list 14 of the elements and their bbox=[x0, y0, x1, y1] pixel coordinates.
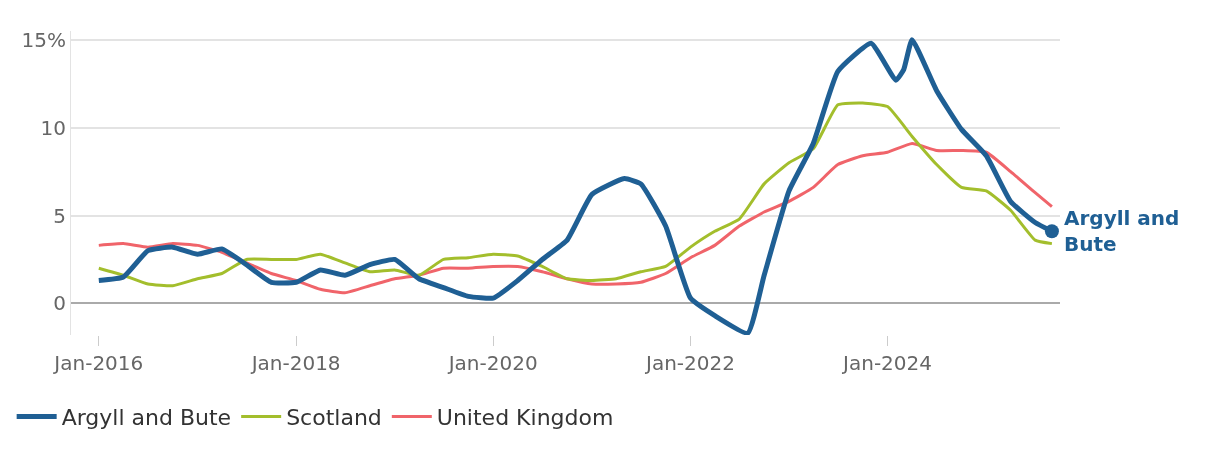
x-tick-label: Jan-2022 bbox=[643, 351, 735, 375]
y-tick-label: 0 bbox=[53, 291, 66, 316]
line-series bbox=[97, 101, 1054, 288]
legend-label: Scotland bbox=[286, 405, 382, 431]
legend-label: Argyll and Bute bbox=[61, 405, 232, 431]
y-tick-label: 10 bbox=[40, 115, 66, 140]
x-tick-label: Jan-2020 bbox=[446, 351, 538, 375]
x-tick-label: Jan-2018 bbox=[249, 351, 341, 375]
y-tick-label: 15% bbox=[21, 27, 66, 52]
x-tick-label: Jan-2016 bbox=[52, 351, 144, 375]
annotation: Argyll and Bute bbox=[1064, 206, 1180, 256]
legend-label: United Kingdom bbox=[436, 405, 614, 431]
x-tick-label: Jan-2024 bbox=[841, 351, 932, 375]
y-tick-label: 5 bbox=[53, 203, 66, 228]
